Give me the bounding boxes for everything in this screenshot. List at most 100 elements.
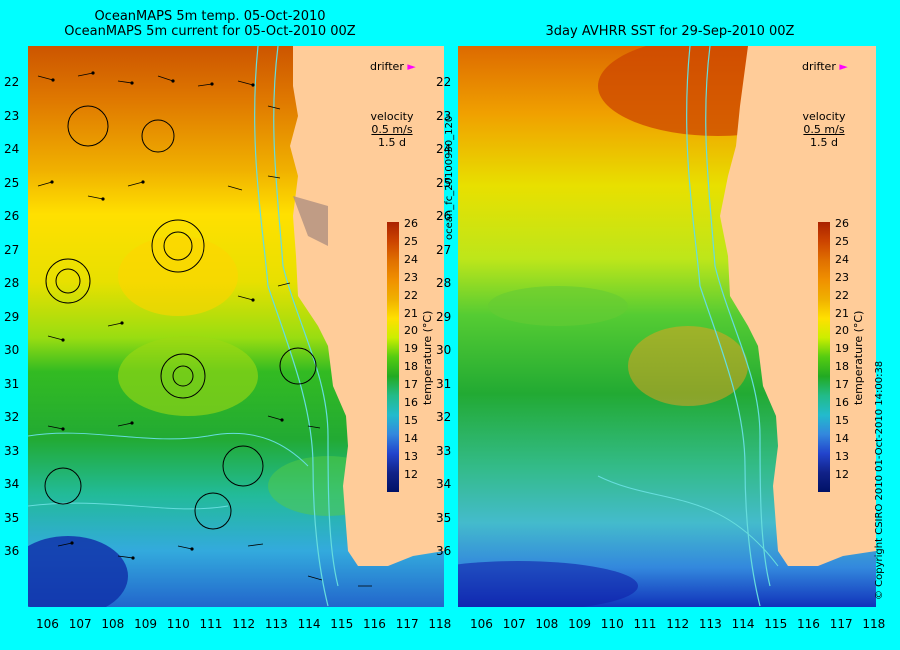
colorbar-tick: 23 xyxy=(835,270,849,284)
colorbar-tick: 26 xyxy=(404,217,418,230)
longitude-tick: 118 xyxy=(862,617,886,631)
colorbar-tick: 17 xyxy=(404,378,418,392)
longitude-tick: 110 xyxy=(166,617,190,631)
right-colorbar xyxy=(818,222,830,492)
left-colorbar xyxy=(387,222,399,492)
latitude-tick: 31 xyxy=(436,376,452,391)
latitude-tick: 29 xyxy=(4,309,20,324)
longitude-tick: 114 xyxy=(297,617,321,631)
colorbar-tick: 22 xyxy=(835,288,849,302)
latitude-tick: 27 xyxy=(4,242,20,257)
longitude-tick: 113 xyxy=(698,617,722,631)
right-colorbar-title: temperature (°C) xyxy=(852,310,865,405)
latitude-tick: 25 xyxy=(436,175,452,190)
longitude-tick: 106 xyxy=(470,617,493,631)
colorbar-tick: 12 xyxy=(835,467,849,481)
right-drifter-icon: ► xyxy=(839,60,848,73)
latitude-tick: 26 xyxy=(4,209,20,223)
right-velocity-scale: 0.5 m/s xyxy=(803,123,845,136)
right-velocity-time: 1.5 d xyxy=(810,136,838,149)
colorbar-tick: 14 xyxy=(835,431,849,445)
colorbar-tick: 13 xyxy=(835,449,849,463)
left-velocity-scale: 0.5 m/s xyxy=(371,123,413,136)
copyright-label: © Copyright CSIRO 2010 01-Oct-2010 14:00… xyxy=(874,360,885,600)
left-map-title: OceanMAPS 5m temp. 05-Oct-2010 OceanMAPS… xyxy=(40,9,380,39)
colorbar-tick: 21 xyxy=(835,306,849,320)
longitude-tick: 112 xyxy=(666,617,690,631)
latitude-tick: 33 xyxy=(436,443,452,458)
latitude-tick: 22 xyxy=(4,75,20,89)
latitude-tick: 36 xyxy=(436,544,452,558)
longitude-tick: 107 xyxy=(68,617,92,631)
longitude-tick: 109 xyxy=(134,617,157,631)
colorbar-tick: 19 xyxy=(835,342,849,356)
longitude-tick: 108 xyxy=(101,617,125,631)
longitude-tick: 108 xyxy=(535,617,559,631)
latitude-tick: 30 xyxy=(436,343,452,357)
colorbar-tick: 17 xyxy=(835,378,849,392)
colorbar-tick: 20 xyxy=(835,324,849,338)
latitude-tick: 26 xyxy=(436,209,452,223)
latitude-tick: 24 xyxy=(436,142,452,156)
left-colorbar-title: temperature (°C) xyxy=(421,310,434,405)
latitude-tick: 24 xyxy=(4,142,20,156)
longitude-tick: 111 xyxy=(199,617,223,631)
latitude-tick: 28 xyxy=(436,276,452,290)
right-drifter-label: drifter ► xyxy=(802,60,848,73)
latitude-tick: 25 xyxy=(4,175,20,190)
colorbar-tick: 13 xyxy=(404,449,418,463)
right-map-panel[interactable] xyxy=(458,46,876,607)
colorbar-tick: 14 xyxy=(404,431,418,445)
left-title-line2: OceanMAPS 5m current for 05-Oct-2010 00Z xyxy=(64,24,356,39)
colorbar-tick: 24 xyxy=(404,252,418,266)
longitude-tick: 114 xyxy=(731,617,755,631)
left-velocity-time: 1.5 d xyxy=(378,136,406,149)
latitude-tick: 33 xyxy=(4,443,20,458)
latitude-tick: 31 xyxy=(4,376,20,391)
longitude-tick: 115 xyxy=(764,617,788,631)
left-velocity-legend: velocity 0.5 m/s 1.5 d xyxy=(362,110,422,149)
colorbar-tick: 24 xyxy=(835,252,849,266)
longitude-tick: 113 xyxy=(264,617,288,631)
right-velocity-legend: velocity 0.5 m/s 1.5 d xyxy=(794,110,854,149)
latitude-tick: 32 xyxy=(436,410,452,424)
colorbar-tick: 23 xyxy=(404,270,418,284)
colorbar-tick: 16 xyxy=(835,396,849,409)
latitude-tick: 27 xyxy=(436,242,452,257)
latitude-tick: 35 xyxy=(436,510,452,525)
right-sst-map xyxy=(458,46,876,607)
left-temperature-map xyxy=(28,46,444,607)
longitude-tick: 116 xyxy=(363,617,386,631)
latitude-tick: 23 xyxy=(436,108,452,123)
longitude-tick: 115 xyxy=(330,617,354,631)
colorbar-tick: 18 xyxy=(835,360,849,374)
latitude-tick: 34 xyxy=(436,477,452,491)
latitude-tick: 30 xyxy=(4,343,20,357)
latitude-tick: 36 xyxy=(4,544,20,558)
right-map-title: 3day AVHRR SST for 29-Sep-2010 00Z xyxy=(545,24,795,39)
latitude-tick: 23 xyxy=(4,108,20,123)
longitude-tick: 110 xyxy=(600,617,624,631)
latitude-tick: 34 xyxy=(4,477,20,491)
colorbar-tick: 15 xyxy=(404,413,418,427)
latitude-tick: 35 xyxy=(4,510,20,525)
colorbar-tick: 20 xyxy=(404,324,418,338)
left-drifter-icon: ► xyxy=(407,60,416,73)
colorbar-tick: 26 xyxy=(835,217,849,230)
colorbar-tick: 25 xyxy=(835,234,849,248)
longitude-tick: 116 xyxy=(797,617,820,631)
longitude-tick: 109 xyxy=(568,617,591,631)
latitude-tick: 28 xyxy=(4,276,20,290)
longitude-tick: 117 xyxy=(829,617,853,631)
colorbar-tick: 19 xyxy=(404,342,418,356)
latitude-tick: 29 xyxy=(436,309,452,324)
longitude-tick: 112 xyxy=(232,617,256,631)
left-velocity-label: velocity xyxy=(370,110,414,123)
left-drifter-label: drifter ► xyxy=(370,60,416,73)
right-velocity-label: velocity xyxy=(802,110,846,123)
left-title-line1: OceanMAPS 5m temp. 05-Oct-2010 xyxy=(94,9,326,24)
colorbar-tick: 16 xyxy=(404,396,418,409)
colorbar-tick: 21 xyxy=(404,306,418,320)
latitude-tick: 22 xyxy=(436,75,452,89)
left-map-panel[interactable] xyxy=(28,46,444,607)
